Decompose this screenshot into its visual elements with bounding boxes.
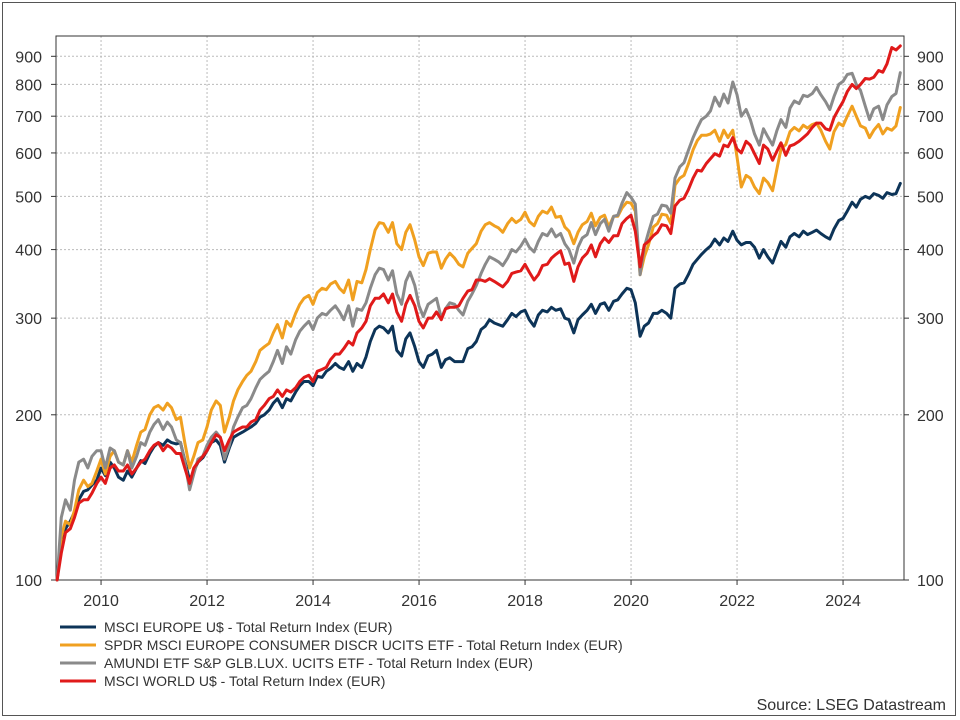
y-tick-label-right: 600 [917, 146, 944, 163]
legend-label-4: MSCI WORLD U$ - Total Return Index (EUR) [104, 673, 385, 689]
y-tick-label-right: 800 [917, 77, 944, 94]
x-tick-label: 2012 [189, 593, 225, 610]
legend-label-1: MSCI EUROPE U$ - Total Return Index (EUR… [104, 619, 392, 635]
series-lines [55, 44, 902, 582]
gridlines [56, 36, 904, 580]
y-tick-label-left: 900 [15, 49, 42, 66]
y-tick-label-right: 300 [917, 311, 944, 328]
y-tick-label-right: 500 [917, 189, 944, 206]
legend-label-2: SPDR MSCI EUROPE CONSUMER DISCR UCITS ET… [104, 637, 623, 653]
y-tick-label-right: 200 [917, 408, 944, 425]
y-tick-label-left: 700 [15, 109, 42, 126]
x-tick-label: 2010 [83, 593, 119, 610]
y-tick-label-right: 700 [917, 109, 944, 126]
x-tick-label: 2018 [507, 593, 543, 610]
x-tick-label: 2022 [719, 593, 755, 610]
y-tick-label-right: 100 [917, 573, 944, 590]
series-line-2 [55, 104, 902, 582]
axis-ticks: 100 100 200 200 300 300 400 400 500 500 600 600 700 7… [15, 49, 944, 610]
plot-area [55, 35, 905, 581]
y-tick-label-left: 200 [15, 408, 42, 425]
source-label: Source: LSEG Datastream [756, 697, 946, 714]
y-tick-label-left: 800 [15, 77, 42, 94]
series-line-3 [55, 71, 902, 582]
x-tick-label: 2024 [825, 593, 861, 610]
x-tick-label: 2020 [613, 593, 649, 610]
y-tick-label-left: 300 [15, 311, 42, 328]
x-tick-label: 2014 [295, 593, 331, 610]
y-tick-label-right: 400 [917, 243, 944, 260]
y-tick-label-left: 600 [15, 146, 42, 163]
legend-label-3: AMUNDI ETF S&P GLB.LUX. UCITS ETF - Tota… [104, 655, 533, 671]
y-tick-label-left: 400 [15, 243, 42, 260]
series-line-4 [55, 44, 902, 582]
y-tick-label-right: 900 [917, 49, 944, 66]
series-line-1 [55, 181, 902, 582]
legend: MSCI EUROPE U$ - Total Return Index (EUR… [60, 619, 623, 689]
y-tick-label-left: 500 [15, 189, 42, 206]
y-tick-label-left: 100 [15, 573, 42, 590]
x-tick-label: 2016 [401, 593, 437, 610]
